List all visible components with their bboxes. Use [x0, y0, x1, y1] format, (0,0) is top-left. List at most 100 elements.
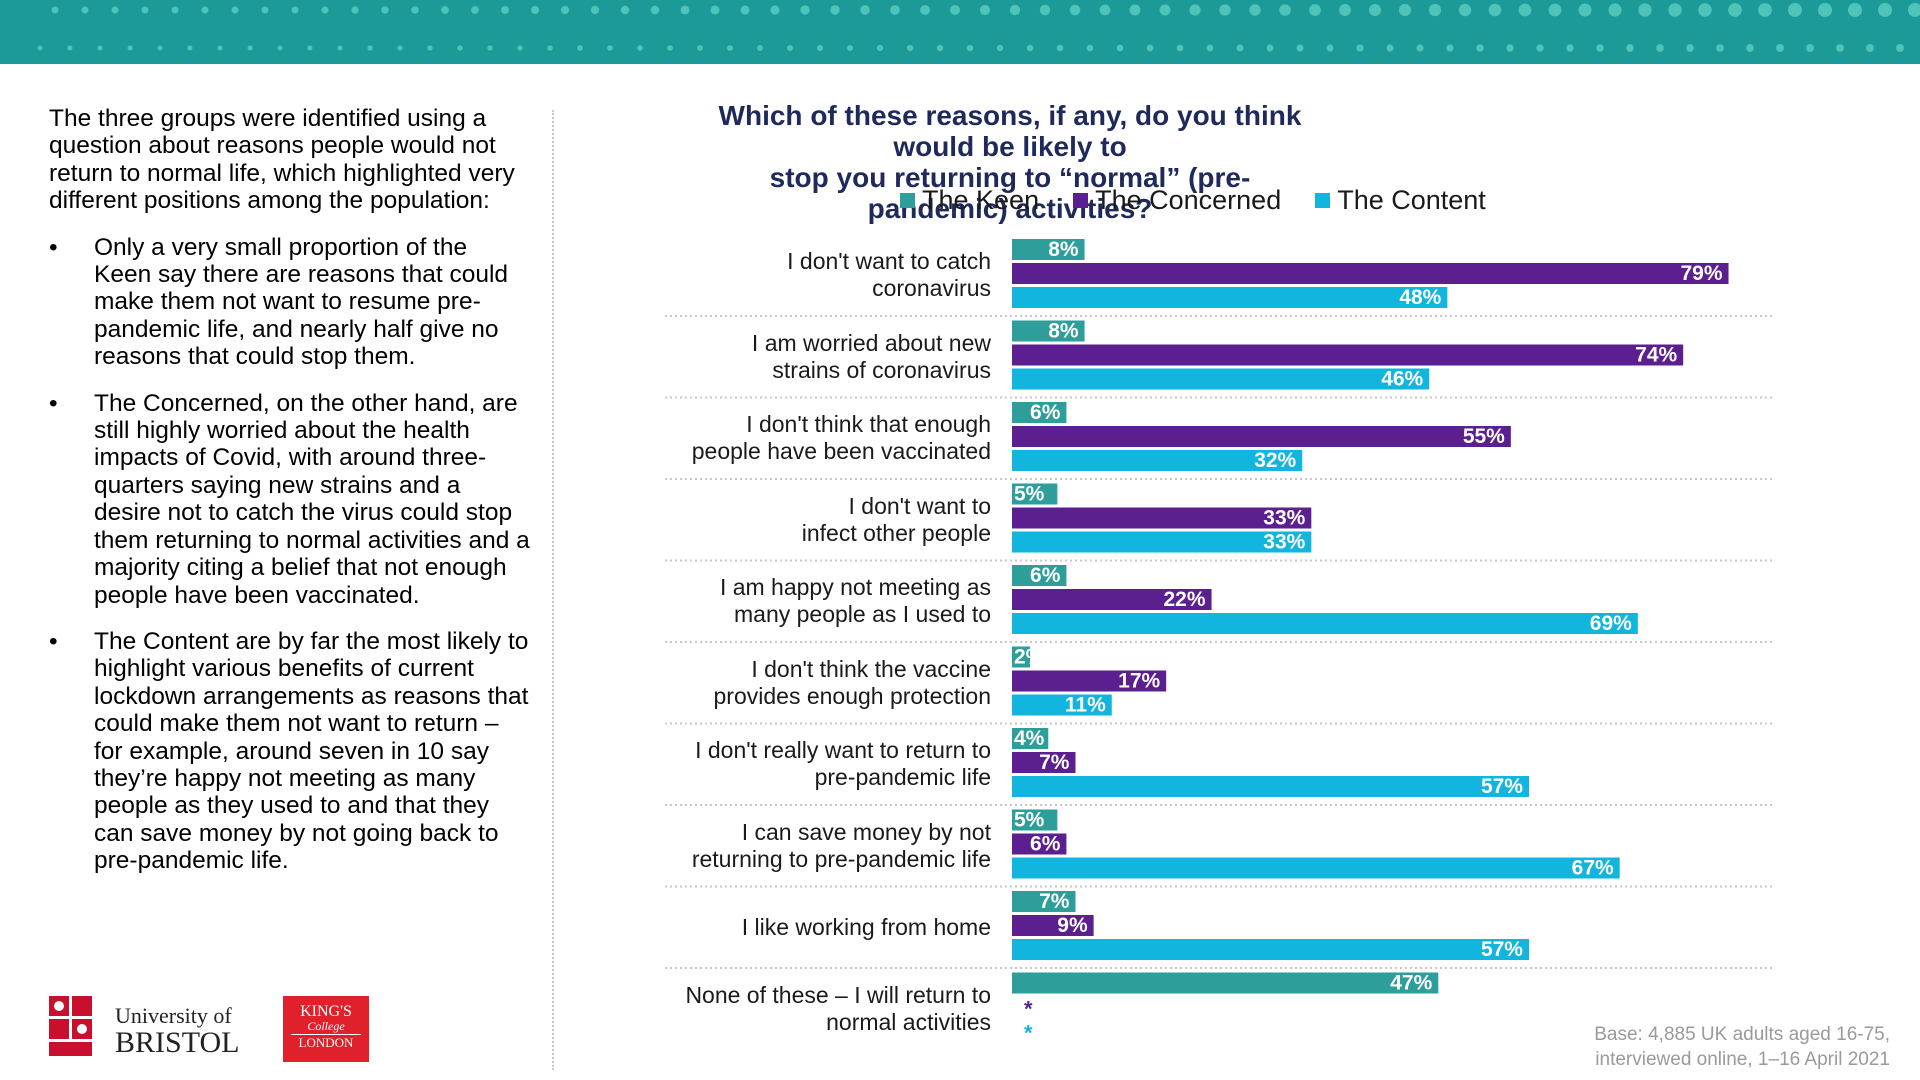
- header-banner: [0, 0, 1920, 64]
- banner-dot: [1069, 4, 1081, 16]
- data-label: 32%: [1254, 449, 1296, 472]
- bar: [1012, 589, 1212, 610]
- banner-dot: [1099, 4, 1111, 16]
- bar: [1012, 402, 1067, 423]
- university-of-bristol-logo: University of BRISTOL: [49, 996, 254, 1059]
- bar: [1012, 483, 1058, 505]
- banner-dot: [1086, 44, 1094, 52]
- banner-dot: [351, 6, 359, 14]
- data-label: 6%: [1030, 401, 1061, 424]
- banner-dot: [727, 45, 733, 51]
- bar: [1012, 915, 1094, 936]
- data-label: 7%: [1039, 751, 1070, 774]
- banner-dot: [906, 44, 914, 52]
- banner-dot: [920, 5, 930, 15]
- banner-dot: [1159, 4, 1171, 16]
- banner-dot: [367, 45, 373, 51]
- data-label: *: [1024, 997, 1033, 1022]
- data-label: 7%: [1039, 890, 1070, 913]
- banner-dot: [1129, 4, 1141, 16]
- kings-college-london-logo: KING'S College LONDON: [283, 996, 369, 1062]
- legend-label-concerned: The Concerned: [1095, 184, 1282, 215]
- banner-dot: [111, 6, 119, 14]
- banner-dot: [816, 44, 824, 52]
- category-label: I am happy not meeting as many people as …: [591, 574, 991, 628]
- category-label-line: I like working from home: [741, 913, 991, 940]
- bullet-text: Only a very small proportion of the Keen…: [94, 233, 509, 371]
- banner-dot: [680, 5, 690, 15]
- bar: [1012, 646, 1031, 668]
- banner-dot: [1398, 3, 1412, 17]
- banner-dot: [1656, 44, 1664, 52]
- banner-dot: [1249, 4, 1261, 16]
- data-label: 17%: [1118, 670, 1160, 693]
- data-label: 47%: [1390, 972, 1432, 995]
- banner-dot: [846, 44, 854, 52]
- bar: [1012, 752, 1076, 773]
- category-label-line: I am happy not meeting as: [719, 574, 991, 600]
- banner-dot: [1219, 4, 1231, 16]
- category-label: I don't think the vaccine provides enough…: [591, 656, 991, 710]
- category-label-line: returning to pre-pandemic life: [691, 845, 991, 872]
- banner-dot: [1596, 44, 1604, 52]
- banner-dot: [217, 45, 223, 51]
- banner-dot: [1716, 44, 1724, 52]
- data-label: 5%: [1014, 483, 1045, 506]
- banner-dot: [441, 6, 449, 14]
- category-label-line: many people as I used to: [734, 601, 991, 627]
- banner-dot: [1039, 4, 1051, 16]
- legend-swatch-concerned: [1073, 192, 1089, 208]
- banner-dot: [1146, 44, 1154, 52]
- banner-dot: [141, 6, 149, 14]
- panel-divider: [552, 110, 554, 1070]
- data-label: 22%: [1164, 588, 1206, 611]
- banner-dot: [307, 45, 313, 51]
- data-label: 74%: [1635, 344, 1677, 367]
- banner-dot: [1009, 4, 1021, 16]
- banner-dot: [1746, 44, 1754, 52]
- banner-dot: [547, 45, 553, 51]
- category-label-line: I am worried about new: [751, 329, 991, 356]
- banner-dot: [231, 6, 239, 14]
- bar: [1012, 670, 1167, 692]
- banner-dot: [457, 45, 463, 51]
- banner-dot: [1836, 44, 1844, 52]
- bullet-item-concerned: • The Concerned, on the other hand, are s…: [49, 390, 531, 609]
- chart-legend: The Keen The Concerned The Content: [900, 184, 1520, 216]
- banner-dot: [321, 6, 329, 14]
- banner-dot: [1638, 3, 1652, 17]
- data-label: 5%: [1014, 809, 1045, 832]
- banner-dot: [517, 45, 523, 51]
- banner-dot: [710, 5, 720, 15]
- data-label: 8%: [1048, 238, 1079, 261]
- banner-dot: [397, 45, 403, 51]
- banner-dot: [1458, 3, 1472, 17]
- banner-dot: [560, 5, 570, 15]
- banner-dot: [1776, 44, 1784, 52]
- data-label: 57%: [1481, 938, 1523, 961]
- banner-dot: [830, 5, 840, 15]
- banner-dot: [51, 6, 59, 14]
- legend-item-content: The Content: [1315, 185, 1486, 216]
- banner-dot: [81, 6, 89, 14]
- kings-logo-line-1: KING'S: [300, 1003, 352, 1020]
- data-label: 33%: [1263, 507, 1305, 530]
- bar: [1012, 368, 1430, 390]
- category-label-line: I don't think that enough: [746, 411, 991, 437]
- base-note-line-1: Base: 4,885 UK adults aged 16-75,: [1594, 1024, 1890, 1045]
- banner-dot: [770, 5, 780, 15]
- banner-dot: [1176, 44, 1184, 52]
- commentary-panel: The three groups were identified using a…: [49, 105, 531, 894]
- bar: [1012, 833, 1067, 855]
- banner-dot: [530, 5, 540, 15]
- banner-dot: [966, 44, 974, 52]
- bar: [1012, 320, 1085, 342]
- category-label: I am worried about new strains of coronav…: [591, 330, 991, 384]
- banner-dot: [1296, 44, 1304, 52]
- bar: [1012, 565, 1067, 586]
- legend-swatch-content: [1315, 192, 1331, 208]
- banner-dot: [1386, 44, 1394, 52]
- category-label-line: infect other people: [801, 519, 991, 546]
- banner-dot: [949, 4, 961, 16]
- banner-dot: [876, 44, 884, 52]
